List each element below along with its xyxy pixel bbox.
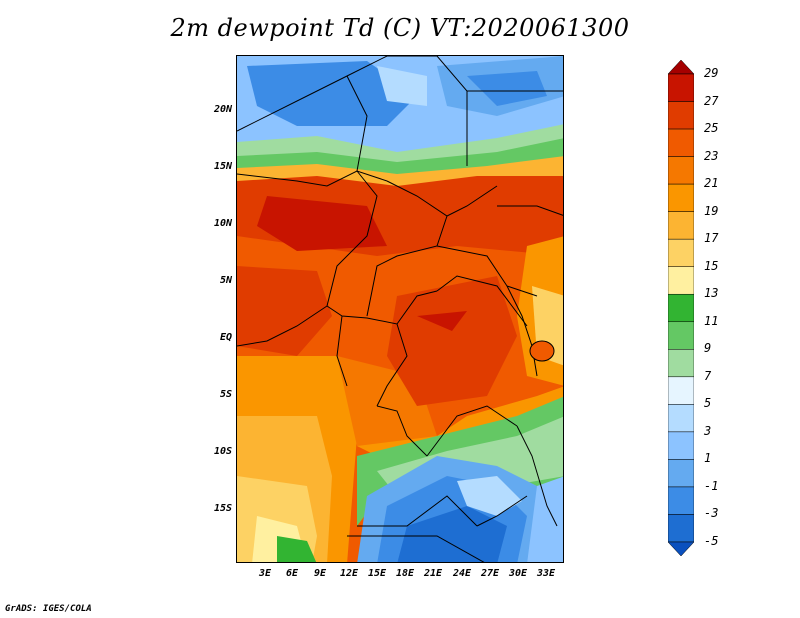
y-label-15n: 15N (213, 161, 232, 172)
colorbar-label: 25 (704, 121, 719, 136)
colorbar-top-arrow (668, 60, 694, 75)
map-plot (236, 55, 564, 563)
x-label-3e: 3E (258, 568, 272, 579)
x-label-9e: 9E (313, 568, 327, 579)
footer-credit: GrADS: IGES/COLA (5, 604, 92, 614)
y-label-5s: 5S (219, 389, 232, 400)
colorbar-label: 11 (704, 313, 719, 328)
x-label-15e: 15E (367, 568, 387, 579)
colorbar-segment (668, 266, 694, 295)
colorbar-label: 13 (704, 286, 719, 301)
colorbar-segment (668, 486, 694, 515)
colorbar-segment (668, 211, 694, 240)
x-label-6e: 6E (285, 568, 299, 579)
colorbar-label: 5 (704, 396, 712, 411)
colorbar-bottom-arrow (668, 541, 694, 556)
y-label-20n: 20N (213, 104, 232, 115)
colorbar-segment (668, 431, 694, 460)
colorbar-segment (668, 514, 694, 543)
x-label-12e: 12E (339, 568, 359, 579)
colorbar-label: 29 (704, 66, 719, 80)
colorbar-segment (668, 404, 694, 433)
colorbar (668, 60, 694, 556)
colorbar-segment (668, 128, 694, 157)
colorbar-label: -1 (704, 478, 719, 493)
map-title: 2m dewpoint Td (C) VT:2020061300 (170, 14, 630, 42)
colorbar-label: -5 (704, 534, 719, 548)
y-label-10n: 10N (213, 218, 232, 229)
y-label-eq: EQ (219, 332, 232, 343)
y-label-15s: 15S (213, 503, 232, 514)
colorbar-label: 3 (704, 423, 712, 438)
colorbar-label: -3 (704, 506, 719, 521)
x-label-24e: 24E (452, 568, 472, 579)
colorbar-label: 17 (704, 231, 719, 246)
colorbar-label: 15 (704, 258, 719, 273)
dewpoint-field (237, 56, 563, 562)
colorbar-label: 21 (704, 176, 719, 191)
colorbar-segment (668, 73, 694, 102)
colorbar-segment (668, 238, 694, 267)
colorbar-label: 9 (704, 341, 712, 356)
y-label-10s: 10S (213, 446, 232, 457)
colorbar-label: 7 (704, 368, 712, 383)
y-label-5n: 5N (219, 275, 232, 286)
colorbar-segment (668, 376, 694, 405)
colorbar-label: 19 (704, 203, 719, 218)
colorbar-label: 27 (704, 93, 719, 108)
x-label-21e: 21E (423, 568, 443, 579)
colorbar-segment (668, 156, 694, 185)
colorbar-segment (668, 459, 694, 488)
colorbar-label: 1 (704, 451, 712, 466)
x-label-30e: 30E (508, 568, 528, 579)
colorbar-segment (668, 183, 694, 212)
x-label-18e: 18E (395, 568, 415, 579)
colorbar-label: 23 (704, 148, 719, 163)
colorbar-segment (668, 101, 694, 130)
x-label-27e: 27E (480, 568, 500, 579)
colorbar-segment (668, 349, 694, 378)
x-label-33e: 33E (536, 568, 556, 579)
colorbar-segment (668, 293, 694, 323)
colorbar-segment (668, 321, 694, 350)
